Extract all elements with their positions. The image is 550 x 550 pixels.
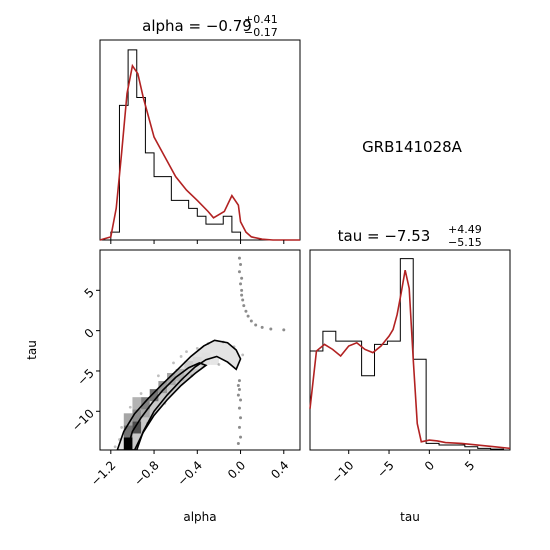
alpha-histogram-frame: [99, 39, 301, 241]
tau-hist-xtick-label: 5: [462, 458, 477, 473]
density-fill-inner: [127, 362, 206, 450]
tail-point: [236, 442, 240, 446]
scatter-point: [195, 346, 199, 350]
tau-title-plus: +4.49: [448, 223, 482, 236]
joint-xtick-label: −1.2: [88, 458, 119, 489]
hist2d-cell: [192, 356, 202, 369]
tail-point: [237, 406, 241, 410]
alpha-title: alpha = −0.79: [142, 17, 252, 35]
joint-ytick-label: −5: [75, 366, 97, 388]
tail-point: [237, 256, 241, 260]
scatter-point: [113, 445, 117, 449]
scatter-point: [185, 350, 188, 354]
tau-title: tau = −7.53: [338, 227, 431, 245]
tau-histogram: [309, 258, 511, 451]
tail-point: [269, 327, 273, 331]
tail-point: [236, 383, 240, 387]
joint-panel: [113, 256, 286, 450]
joint-panel-frame: [99, 249, 301, 451]
tail-point: [249, 319, 253, 323]
alpha-title-plus: +0.41: [244, 13, 278, 26]
tail-point: [239, 398, 243, 402]
contour-inner: [126, 362, 208, 450]
tail-point: [239, 263, 243, 267]
alpha-histogram: [99, 49, 300, 241]
contour-outer: [116, 339, 242, 450]
joint-ytick-label: −10: [69, 406, 97, 434]
scatter-point: [139, 392, 143, 395]
hist2d-cell: [210, 352, 219, 365]
scatter-point: [179, 355, 183, 358]
tail-point: [239, 435, 243, 439]
tail-point: [246, 314, 250, 318]
tail-point: [240, 276, 244, 280]
tau-hist-xtick-label: −5: [374, 458, 396, 480]
alpha-hist-steps: [110, 49, 250, 241]
hist2d-cell: [149, 389, 159, 402]
joint-xtick-label: 0.4: [268, 458, 291, 481]
tau-title-minus: −5.15: [448, 236, 482, 249]
tau-hist-xtick-label: −10: [329, 458, 357, 486]
hist2d-cell: [167, 372, 176, 386]
hist2d-cell: [132, 397, 142, 410]
tau-histogram-frame: [309, 249, 511, 451]
hist2d-cell: [132, 421, 142, 434]
tail-point: [239, 282, 243, 286]
tail-point: [237, 270, 241, 274]
scatter-point: [217, 363, 221, 366]
tail-point: [282, 328, 286, 332]
hist2d-cell: [123, 425, 133, 438]
object-name: GRB141028A: [362, 138, 463, 156]
alpha-kde-line: [99, 63, 300, 241]
tail-point: [236, 393, 240, 397]
axis-ticks: −1.2 −0.8 −0.4 0.0 0.4 −10 −5 0 5 −10 −5 0 5: [69, 240, 477, 489]
scatter-point: [172, 361, 175, 365]
joint-xtick-label: 0.0: [225, 458, 248, 481]
tail-point: [241, 298, 245, 302]
scatter-point: [128, 405, 132, 409]
tail-point: [240, 288, 244, 292]
x-axis-label-tau: tau: [400, 510, 420, 524]
tail-point: [240, 293, 244, 297]
joint-clip-group: [113, 256, 286, 450]
y-axis-label-tau: tau: [25, 340, 39, 360]
tail-point: [239, 416, 243, 420]
scatter-point: [120, 426, 124, 429]
x-axis-label-alpha: alpha: [183, 510, 216, 524]
tail-point: [244, 309, 248, 313]
scatter-point: [241, 353, 245, 357]
hist2d-cell: [132, 409, 142, 422]
joint-ytick-label: 0: [82, 326, 97, 341]
joint-xtick-label: −0.4: [175, 458, 206, 489]
tail-point: [254, 323, 258, 327]
joint-ytick-label: 5: [82, 285, 97, 300]
tau-kde-line: [309, 269, 511, 450]
scatter-point: [156, 374, 160, 378]
tail-point: [237, 425, 241, 429]
hist2d-cell: [141, 397, 150, 410]
tau-hist-xtick-label: 0: [422, 458, 437, 473]
hist2d-cell: [123, 413, 133, 426]
joint-xtick-label: −0.8: [131, 458, 162, 489]
tail-point: [237, 388, 241, 392]
tail-point: [260, 325, 264, 329]
alpha-title-minus: −0.17: [244, 26, 278, 39]
tail-point: [242, 304, 246, 308]
tau-hist-steps: [309, 258, 510, 451]
hist2d-cell: [158, 381, 168, 394]
tail-point: [237, 379, 241, 383]
